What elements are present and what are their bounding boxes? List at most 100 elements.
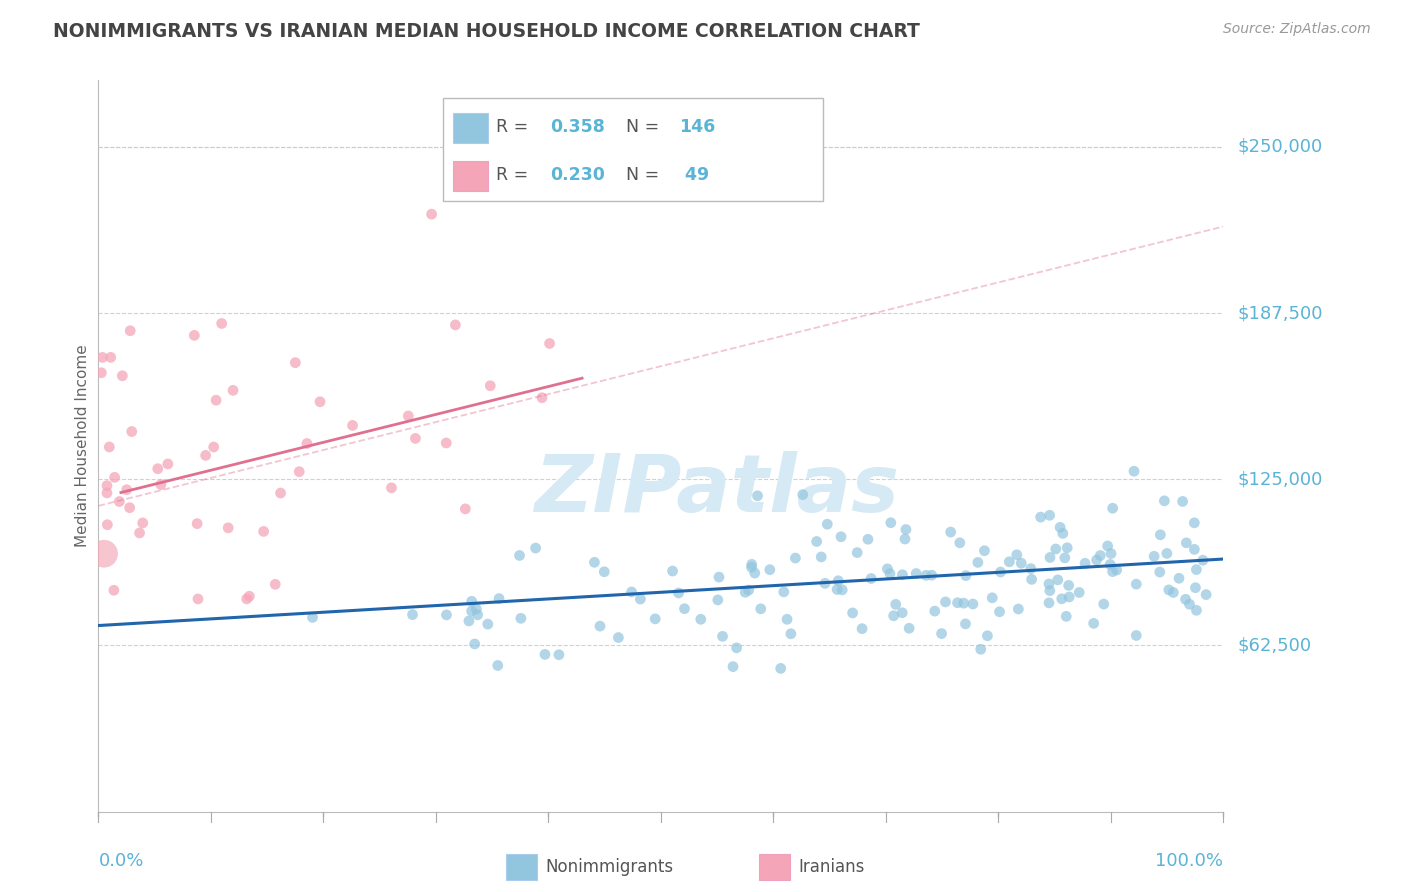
Point — [467, 607, 489, 622]
Point — [759, 563, 782, 577]
Point — [744, 566, 766, 580]
Point — [131, 516, 153, 530]
Point — [1010, 556, 1032, 570]
Point — [488, 591, 510, 606]
Point — [284, 356, 307, 370]
Text: 146: 146 — [679, 118, 716, 136]
Point — [939, 525, 962, 540]
Point — [814, 576, 837, 591]
Point — [1029, 510, 1052, 524]
Point — [1054, 609, 1077, 624]
Text: Source: ZipAtlas.com: Source: ZipAtlas.com — [1223, 22, 1371, 37]
Point — [856, 533, 879, 547]
Point — [734, 585, 756, 599]
Point — [111, 368, 134, 383]
Point — [707, 570, 730, 584]
Point — [981, 591, 1004, 605]
Point — [120, 324, 142, 338]
Point — [404, 431, 426, 445]
Point — [128, 525, 150, 540]
Point — [1074, 557, 1097, 571]
Point — [860, 572, 883, 586]
Point — [1097, 539, 1119, 553]
Point — [1149, 528, 1171, 542]
Point — [1005, 548, 1028, 562]
Point — [1069, 585, 1091, 599]
Point — [253, 524, 276, 539]
Text: $62,500: $62,500 — [1237, 637, 1312, 655]
Point — [548, 648, 571, 662]
Point — [1021, 573, 1043, 587]
Point — [1019, 561, 1042, 575]
Point — [915, 568, 938, 582]
Point — [1083, 616, 1105, 631]
Point — [741, 558, 763, 572]
Point — [737, 583, 759, 598]
Point — [628, 592, 651, 607]
Point — [454, 501, 477, 516]
Point — [538, 336, 561, 351]
Point — [776, 612, 799, 626]
Point — [1038, 577, 1060, 591]
Point — [749, 602, 772, 616]
Point — [825, 582, 848, 597]
Point — [1099, 558, 1122, 572]
Point — [1156, 546, 1178, 560]
Point — [879, 566, 901, 581]
Point — [988, 605, 1011, 619]
Point — [740, 560, 762, 574]
Point — [934, 595, 956, 609]
Point — [966, 556, 988, 570]
Point — [1184, 581, 1206, 595]
Text: N =: N = — [626, 118, 665, 136]
Text: N =: N = — [626, 166, 665, 184]
Point — [1175, 536, 1198, 550]
Text: 100.0%: 100.0% — [1156, 852, 1223, 870]
Point — [1007, 602, 1029, 616]
Point — [891, 567, 914, 582]
Point — [810, 549, 832, 564]
Point — [91, 351, 114, 365]
Text: $250,000: $250,000 — [1237, 137, 1323, 156]
Point — [396, 409, 419, 423]
Point — [458, 614, 481, 628]
Point — [380, 481, 402, 495]
Point — [1039, 583, 1062, 598]
Point — [444, 318, 467, 332]
Point — [931, 626, 953, 640]
Point — [815, 517, 838, 532]
Text: 0.358: 0.358 — [550, 118, 605, 136]
Point — [970, 642, 993, 657]
Point — [309, 394, 332, 409]
Text: 0.0%: 0.0% — [98, 852, 143, 870]
Point — [990, 565, 1012, 579]
Text: $187,500: $187,500 — [1237, 304, 1323, 322]
Point — [1125, 628, 1147, 642]
Point — [976, 629, 998, 643]
Point — [205, 393, 228, 408]
Point — [880, 516, 903, 530]
Point — [460, 594, 482, 608]
Point — [217, 521, 239, 535]
Point — [894, 523, 917, 537]
Point — [98, 440, 121, 454]
Point — [830, 530, 852, 544]
Point — [769, 661, 792, 675]
Point — [707, 593, 730, 607]
Point — [955, 568, 977, 582]
Point — [270, 486, 292, 500]
Point — [1057, 578, 1080, 592]
Point — [509, 611, 531, 625]
Text: Iranians: Iranians — [799, 858, 865, 876]
Point — [905, 566, 928, 581]
Point — [1045, 541, 1067, 556]
Point — [998, 555, 1021, 569]
Point — [100, 351, 122, 365]
Point — [183, 328, 205, 343]
Point — [194, 449, 217, 463]
Point — [689, 612, 711, 626]
Point — [301, 610, 323, 624]
Point — [593, 565, 616, 579]
Point — [1050, 591, 1073, 606]
Point — [465, 602, 488, 616]
